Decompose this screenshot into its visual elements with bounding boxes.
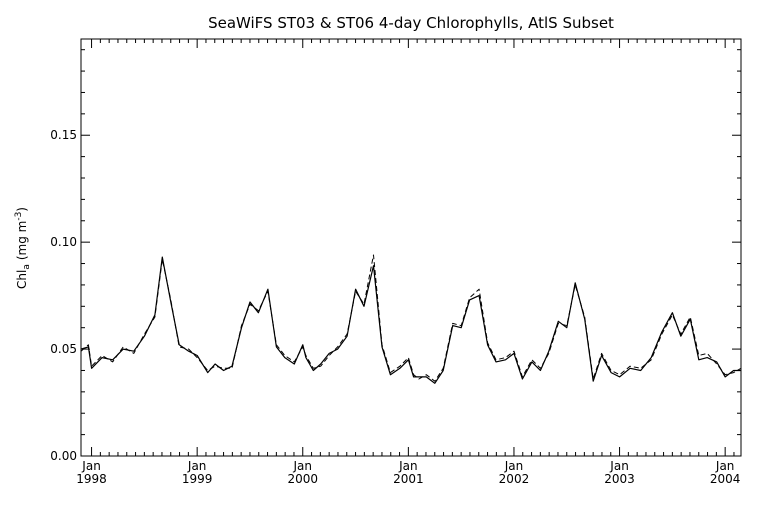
x-tick-year-label: 2004 [710, 472, 741, 486]
y-axis-label: Chla (mg m-3) [14, 207, 32, 289]
x-tick-year-label: 2001 [393, 472, 424, 486]
y-tick-label: 0.10 [50, 235, 77, 249]
y-axis-label-unit-close: ) [15, 207, 29, 212]
x-tick-month-label: Jan [715, 459, 735, 473]
y-axis-label-superscript: -3 [14, 212, 24, 221]
y-tick-label: 0.15 [50, 128, 77, 142]
x-tick-month-label: Jan [504, 459, 524, 473]
series-group [80, 254, 742, 384]
series-line-solid [80, 256, 741, 384]
x-tick-month-label: Jan [187, 459, 207, 473]
x-tick-year-label: 2000 [287, 472, 318, 486]
x-axis: Jan1998Jan1999Jan2000Jan2001Jan2002Jan20… [76, 39, 740, 486]
x-tick-year-label: 2002 [499, 472, 530, 486]
x-tick-month-label: Jan [398, 459, 418, 473]
x-tick-year-label: 1998 [76, 472, 107, 486]
y-tick-label: 0.00 [50, 449, 77, 463]
y-tick-label: 0.05 [50, 342, 77, 356]
chart-title: SeaWiFS ST03 & ST06 4-day Chlorophylls, … [208, 14, 614, 32]
y-axis-label-subscript: a [22, 264, 32, 270]
y-axis-label-main: Chl [15, 270, 29, 289]
series-line-dashed [80, 254, 742, 382]
x-tick-year-label: 1999 [182, 472, 213, 486]
x-tick-month-label: Jan [293, 459, 313, 473]
y-axis: 0.00 0.05 0.10 0.15 [50, 49, 741, 463]
x-tick-month-label: Jan [609, 459, 629, 473]
x-tick-month-label: Jan [81, 459, 101, 473]
y-axis-label-unit: (mg m [15, 221, 29, 261]
plot-frame [80, 38, 742, 457]
x-tick-year-label: 2003 [604, 472, 635, 486]
